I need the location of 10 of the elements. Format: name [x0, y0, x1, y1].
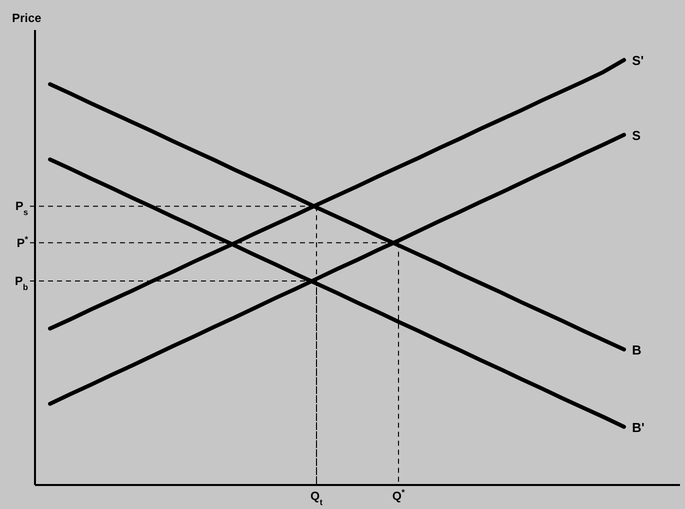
annotation: P$^{*}$ [16, 234, 29, 250]
x-tick-label: Q$^{*}$ [392, 487, 406, 503]
series-label: B' [632, 420, 644, 435]
series-label: S' [632, 53, 644, 68]
annotation: P$_{b}$ [14, 274, 28, 292]
x-tick-label: Q$_{t}$ [310, 489, 323, 507]
annotation: P$_{s}$ [15, 199, 28, 218]
y-axis-title: Price [12, 11, 42, 25]
series-label: B [632, 342, 642, 358]
series-label: S [632, 128, 641, 143]
